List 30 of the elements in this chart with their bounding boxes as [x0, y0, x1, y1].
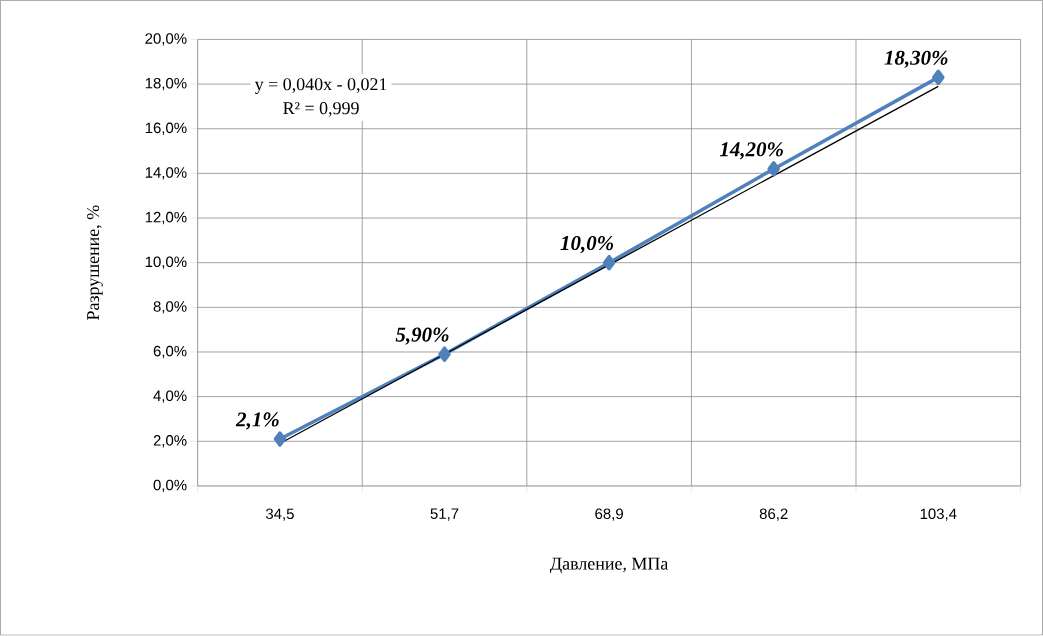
y-tick-label: 6,0% [153, 346, 187, 359]
y-tick-label: 10,0% [145, 256, 187, 270]
x-tick-label: 34,5 [265, 508, 294, 522]
data-label: 14,20% [719, 142, 783, 160]
point [932, 69, 945, 86]
data-label: 2,1% [235, 412, 279, 430]
point [273, 431, 287, 448]
y-tick-label: 8,0% [153, 301, 187, 314]
point [767, 161, 780, 177]
y-tick-label: 12,0% [145, 212, 187, 225]
annotation: y = 0,040x - 0,021 [254, 78, 387, 95]
data-label: 18,30% [884, 50, 948, 69]
y-tick-label: 20,0% [145, 33, 187, 46]
y-tick-label: 4,0% [153, 390, 187, 404]
point [438, 346, 451, 363]
data-label: 5,90% [395, 327, 449, 345]
x-tick-label: 51,7 [430, 508, 459, 521]
x-tick-label: 103,4 [920, 508, 957, 522]
x-axis-title: Давление, МПа [550, 557, 669, 574]
y-tick-label: 14,0% [145, 167, 187, 180]
y-tick-label: 0,0% [153, 479, 187, 493]
annotation: R² = 0,999 [283, 102, 359, 118]
x-tick-label: 86,2 [759, 508, 788, 522]
y-tick-label: 2,0% [153, 435, 187, 448]
y-axis-title: Разрушение, % [86, 205, 103, 321]
x-tick-label: 68,9 [595, 508, 623, 522]
y-tick-label: 16,0% [145, 122, 187, 136]
data-label: 10,0% [560, 236, 614, 254]
y-tick-label: 18,0% [145, 78, 187, 91]
point [602, 255, 616, 271]
